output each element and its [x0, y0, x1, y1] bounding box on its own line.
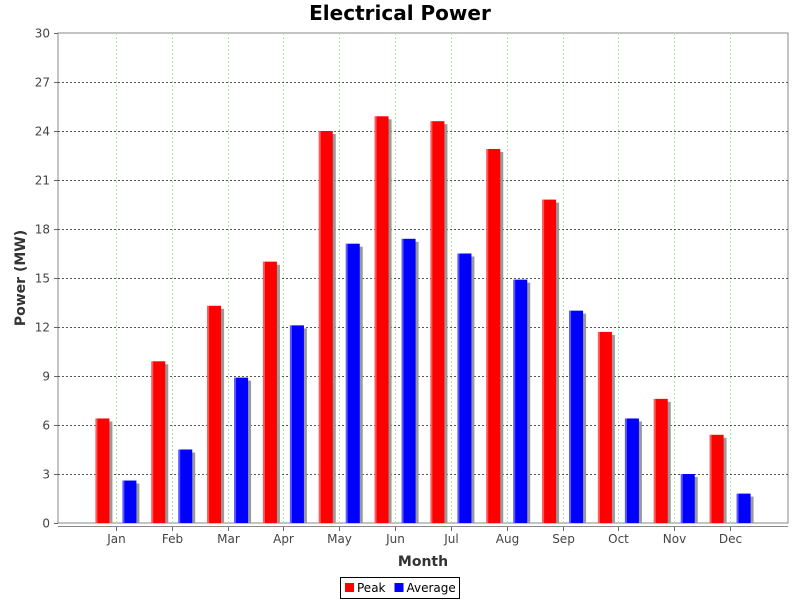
x-tick-label: Apr [273, 532, 294, 546]
bar-highlight [207, 305, 210, 523]
x-tick-label: Jan [106, 532, 126, 546]
bar-peak [318, 131, 333, 523]
bar-peak [653, 398, 668, 523]
plot-area: 0 3 6 9 12 15 18 21 24 27 30 Jan Feb Mar Apr May Jun Jul A… [35, 27, 789, 546]
bar-peak [486, 148, 501, 523]
x-tick-label: May [327, 532, 352, 546]
legend-swatch-average [394, 583, 404, 592]
bar-highlight [709, 434, 712, 523]
bar-peak [374, 116, 389, 524]
bar-highlight [542, 199, 545, 523]
bar-highlight [457, 253, 460, 523]
bar-average [457, 253, 472, 523]
bar-highlight [624, 418, 627, 523]
bar-highlight [262, 261, 265, 523]
y-tick-label: 24 [35, 125, 50, 139]
legend: Peak Average [340, 577, 460, 599]
bar-average [680, 474, 695, 523]
bar-average [289, 325, 304, 523]
y-tick-label: 21 [35, 174, 50, 188]
y-tick-label: 15 [35, 272, 50, 286]
x-tick-label: Jun [385, 532, 405, 546]
legend-label-peak: Peak [357, 581, 386, 595]
bar-peak [207, 305, 222, 523]
bar-highlight [151, 361, 154, 523]
legend-swatch-peak [345, 583, 354, 592]
bar-highlight [430, 121, 433, 523]
bar-highlight [653, 398, 656, 523]
x-tick-label: Feb [162, 532, 183, 546]
bar-highlight [401, 238, 404, 524]
bar-peak [542, 199, 557, 523]
bar-highlight [178, 449, 181, 523]
bar-highlight [736, 493, 739, 523]
bar-average [122, 480, 137, 523]
x-tick-label: Aug [496, 532, 519, 546]
bar-average [624, 418, 639, 523]
bar-highlight [569, 310, 572, 523]
bar-highlight [680, 474, 683, 523]
bar-peak [709, 434, 724, 523]
bar-peak [597, 331, 612, 523]
y-tick-label: 18 [35, 223, 50, 237]
bar-peak [151, 361, 166, 523]
bar-highlight [345, 243, 348, 523]
bar-highlight [95, 418, 98, 523]
x-tick-label: Oct [608, 532, 629, 546]
y-tick-label: 12 [35, 321, 50, 335]
bar-average [234, 377, 249, 523]
legend-label-average: Average [407, 581, 456, 595]
bar-highlight [318, 131, 321, 523]
bar-highlight [597, 331, 600, 523]
y-tick-label: 27 [35, 76, 50, 90]
bar-highlight [289, 325, 292, 523]
bar-highlight [513, 279, 516, 523]
bar-average [345, 243, 360, 523]
y-axis-label: Power (MW) [13, 230, 29, 326]
y-tick-label: 30 [35, 27, 50, 41]
bar-highlight [486, 148, 489, 523]
y-tick-label: 6 [42, 419, 50, 433]
bar-highlight [234, 377, 237, 523]
x-tick-label: Sep [552, 532, 575, 546]
bar-peak [430, 121, 445, 523]
bar-highlight [122, 480, 125, 523]
y-tick-label: 3 [42, 468, 50, 482]
bar-highlight [374, 116, 377, 524]
bar-average [178, 449, 193, 523]
y-tick-label: 9 [42, 370, 50, 384]
bar-peak [262, 261, 277, 523]
chart-title: Electrical Power [309, 1, 491, 25]
bar-average [513, 279, 528, 523]
x-tick-label: Mar [217, 532, 240, 546]
bar-average [736, 493, 751, 523]
x-axis-label: Month [398, 554, 448, 570]
bar-average [569, 310, 584, 523]
y-tick-label: 0 [42, 517, 50, 531]
x-tick-label: Jul [443, 532, 458, 546]
x-tick-label: Dec [719, 532, 742, 546]
bar-average [401, 238, 416, 524]
bar-peak [95, 418, 110, 523]
x-tick-label: Nov [663, 532, 686, 546]
